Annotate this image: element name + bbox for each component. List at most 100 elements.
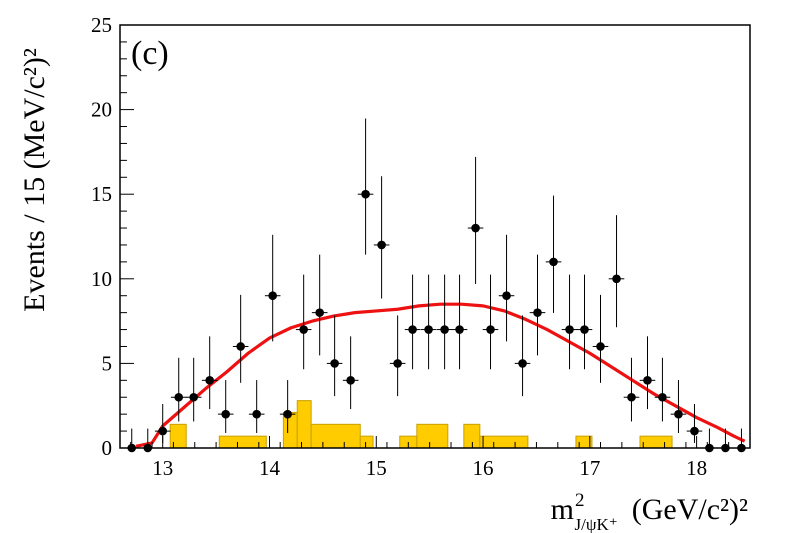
data-point (686, 404, 703, 443)
histogram-bar (310, 423, 361, 449)
y-tick-label: 25 (91, 13, 112, 37)
data-point (436, 274, 453, 370)
data-point (451, 274, 468, 370)
data-point (670, 380, 687, 434)
data-point (529, 254, 546, 356)
data-point (576, 274, 593, 370)
histogram-bar (639, 435, 673, 449)
data-point (311, 254, 328, 356)
data-marker (565, 325, 574, 334)
data-marker (455, 325, 464, 334)
data-marker (158, 426, 168, 436)
data-point (342, 336, 359, 410)
data-marker (408, 325, 417, 334)
fit-curve-layer (135, 302, 746, 448)
data-marker (205, 376, 214, 385)
data-point (498, 234, 515, 342)
background-histogram (169, 400, 673, 449)
fit-curve (135, 302, 746, 448)
panel-label: (c) (131, 35, 169, 72)
data-marker (502, 291, 511, 301)
data-point (404, 274, 421, 370)
data-point (514, 315, 531, 397)
y-axis-title: Events / 15 (MeV/c²)² (18, 48, 51, 312)
data-marker (674, 409, 683, 419)
data-point (389, 315, 406, 397)
y-tick-label: 5 (102, 351, 113, 375)
data-point (608, 215, 625, 328)
histogram-bar (359, 435, 374, 449)
data-point (264, 234, 281, 342)
data-marker (658, 392, 667, 402)
data-point (561, 274, 578, 370)
data-marker (236, 342, 245, 351)
data-marker (596, 342, 605, 351)
data-point (420, 274, 437, 370)
data-marker (189, 392, 198, 402)
data-points-layer (123, 118, 750, 453)
x-axis-title-subscript: J/ψK⁺ (575, 515, 618, 533)
x-axis-title-main: m (551, 493, 574, 526)
data-point (326, 315, 343, 397)
data-point (248, 380, 265, 434)
x-axis-title: m2 J/ψK⁺ (GeV/c²)² (551, 490, 748, 533)
data-point (545, 195, 562, 313)
y-tick-label: 20 (91, 98, 112, 122)
x-axis-title-superscript: 2 (575, 490, 585, 511)
data-marker (424, 325, 433, 334)
data-marker (612, 274, 621, 284)
histogram-bar (416, 423, 449, 449)
data-point (482, 274, 499, 370)
histogram-bar (479, 435, 529, 449)
x-axis-title-unit: (GeV/c²)² (632, 493, 748, 526)
data-marker (299, 325, 308, 334)
data-point (639, 336, 656, 410)
x-tick-label: 13 (152, 456, 173, 480)
data-marker (643, 376, 652, 385)
data-marker (486, 325, 495, 334)
data-point (217, 380, 234, 434)
x-tick-label: 18 (686, 456, 707, 480)
data-marker (471, 223, 480, 233)
axis-ticks: 13 14 15 16 17 18 0 5 10 15 20 25 (91, 13, 730, 480)
data-marker (580, 325, 589, 334)
data-marker (268, 291, 277, 301)
data-marker (330, 359, 339, 368)
histogram-bar (169, 423, 187, 449)
data-marker (346, 376, 355, 385)
x-tick-label: 14 (259, 456, 281, 480)
data-marker (174, 392, 184, 402)
histogram-bar (296, 400, 312, 449)
y-tick-label: 15 (91, 182, 112, 206)
data-point (623, 357, 640, 422)
data-marker (690, 426, 699, 436)
y-tick-label: 10 (91, 267, 112, 291)
data-marker (549, 257, 558, 267)
data-point (357, 118, 374, 255)
data-point (592, 294, 609, 383)
data-point (232, 294, 249, 383)
data-marker (393, 359, 402, 368)
data-point (373, 176, 390, 299)
data-point (295, 274, 312, 370)
data-marker (627, 392, 636, 402)
x-tick-label: 17 (579, 456, 600, 480)
data-marker (518, 359, 527, 368)
data-marker (440, 325, 449, 334)
data-point (170, 357, 187, 422)
data-point (654, 357, 671, 422)
x-tick-label: 15 (366, 456, 387, 480)
data-marker (221, 409, 231, 419)
data-point (467, 156, 484, 284)
histogram-bar (463, 423, 481, 449)
y-tick-label: 0 (102, 436, 113, 460)
data-marker (533, 308, 542, 317)
plot-frame (119, 24, 751, 449)
x-tick-label: 16 (473, 456, 494, 480)
data-point (279, 380, 296, 434)
data-marker (283, 409, 292, 419)
data-marker (377, 240, 386, 250)
data-marker (315, 308, 324, 317)
